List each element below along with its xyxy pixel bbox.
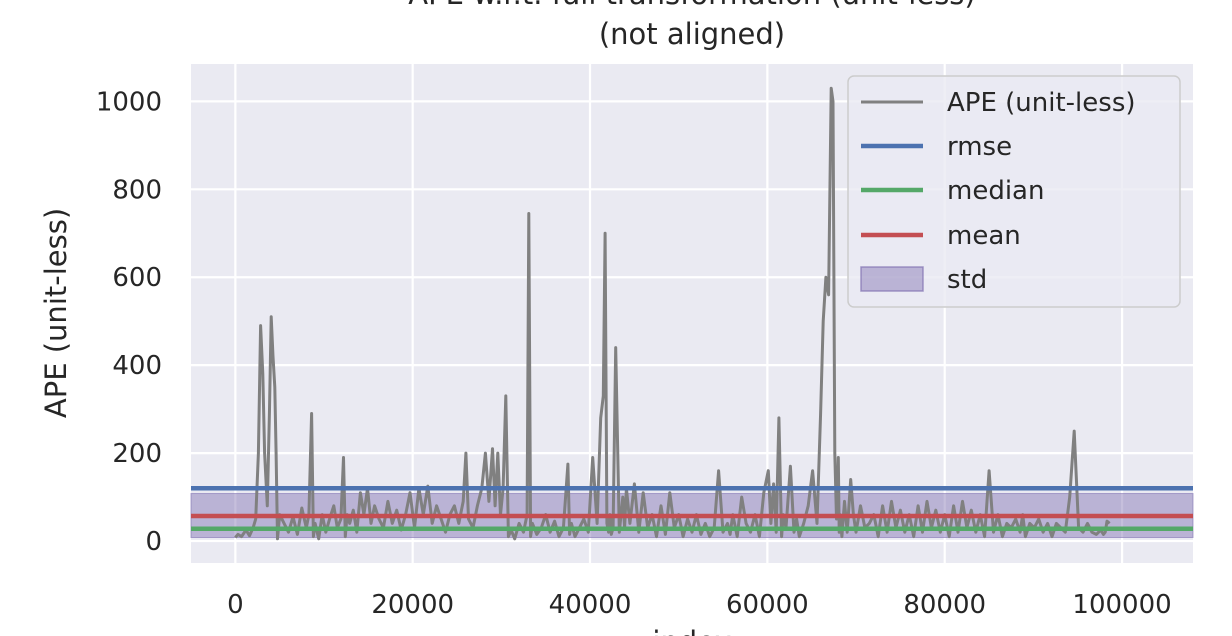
x-axis-title: index xyxy=(652,625,731,636)
x-tick-label: 40000 xyxy=(549,590,632,620)
x-tick-label: 100000 xyxy=(1072,590,1171,620)
y-tick-label: 1000 xyxy=(96,87,162,117)
y-axis-title: APE (unit-less) xyxy=(39,208,73,418)
legend-label: std xyxy=(947,265,987,295)
y-tick-labels: 0 200 400 600 800 1000 xyxy=(96,87,162,557)
legend-label: mean xyxy=(947,221,1021,251)
y-tick-label: 0 xyxy=(145,527,162,557)
legend-label: rmse xyxy=(947,132,1012,162)
legend-label: APE (unit-less) xyxy=(947,88,1136,118)
y-tick-label: 600 xyxy=(112,263,162,293)
x-tick-labels: 0 20000 40000 60000 80000 100000 xyxy=(227,590,1172,620)
x-tick-label: 60000 xyxy=(726,590,809,620)
y-tick-label: 200 xyxy=(112,439,162,469)
chart-subtitle: (not aligned) xyxy=(599,17,785,51)
y-tick-label: 400 xyxy=(112,351,162,381)
legend: APE (unit-less) rmse median mean std xyxy=(848,76,1180,307)
chart-title: APE w.r.t. full transformation (unit-les… xyxy=(408,0,975,11)
y-tick-label: 800 xyxy=(112,175,162,205)
x-tick-label: 80000 xyxy=(903,590,986,620)
legend-label: median xyxy=(947,176,1044,206)
legend-swatch-std xyxy=(861,267,923,291)
x-tick-label: 20000 xyxy=(371,590,454,620)
x-tick-label: 0 xyxy=(227,590,244,620)
